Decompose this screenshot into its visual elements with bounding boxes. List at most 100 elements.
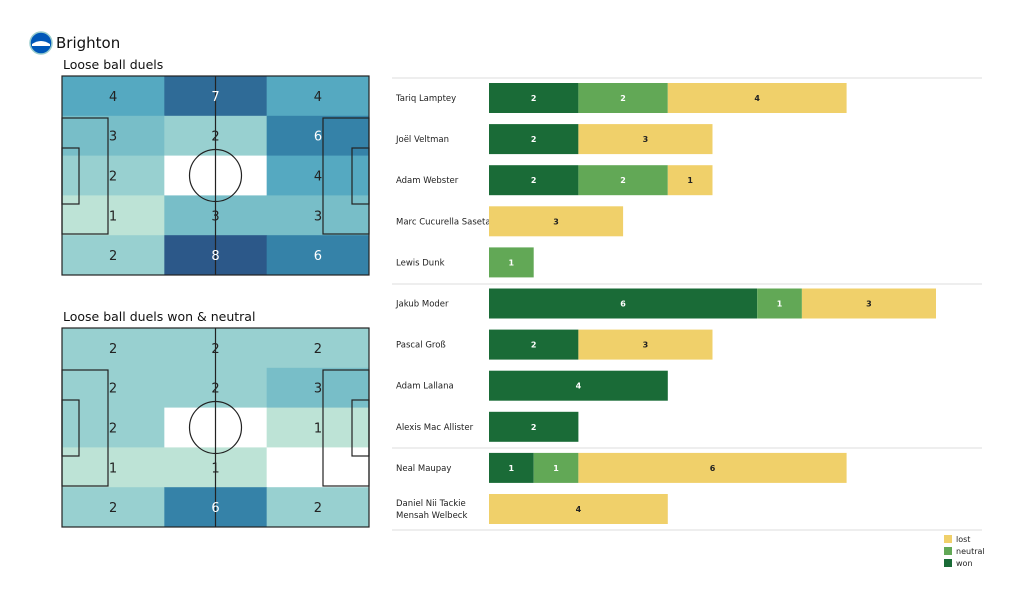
bar-won	[489, 370, 668, 401]
pitch-line	[351, 399, 370, 457]
bar-value: 2	[620, 176, 626, 185]
bar-lost	[489, 494, 668, 524]
bar-neutral	[757, 288, 802, 319]
bar-lost	[578, 329, 713, 360]
heatmap-value: 2	[314, 342, 322, 357]
bar-won	[489, 411, 579, 442]
player-label: Marc Cucurella Saseta	[396, 217, 491, 227]
bar-value: 3	[866, 300, 872, 309]
player-label: Jakub Moder	[395, 300, 449, 310]
heatmap-value: 2	[314, 501, 322, 516]
bar-won	[489, 124, 579, 155]
player-label: Mensah Welbeck	[396, 511, 467, 521]
heatmap-value: 1	[109, 209, 117, 224]
heatmap-cell	[266, 235, 370, 276]
heatmap-title: Loose ball duels won & neutral	[63, 309, 255, 324]
bar-value: 4	[754, 94, 760, 103]
heatmap-value: 7	[211, 90, 219, 105]
heatmap-value: 3	[211, 209, 219, 224]
legend-label-neutral: neutral	[956, 547, 985, 556]
heatmap-value: 3	[109, 130, 117, 145]
bar-value: 1	[553, 464, 559, 473]
player-label: Tariq Lamptey	[395, 94, 456, 104]
bar-lost	[667, 165, 713, 196]
heatmap-value: 2	[109, 342, 117, 357]
bar-value: 1	[777, 300, 783, 309]
heatmap-value: 2	[109, 249, 117, 264]
bar-value: 3	[643, 341, 649, 350]
pitch-line	[351, 147, 370, 205]
heatmap-value: 2	[211, 342, 219, 357]
pitch-line	[61, 399, 80, 457]
heatmap-cell	[62, 487, 165, 528]
bar-won	[489, 452, 534, 483]
bar-lost	[578, 124, 713, 155]
bar-value: 1	[509, 258, 515, 267]
bar-won	[489, 288, 758, 319]
bar-value: 2	[531, 176, 537, 185]
heatmap-cell	[266, 328, 370, 369]
player-label: Adam Lallana	[396, 382, 454, 392]
brighton-crest-icon	[29, 31, 53, 55]
heatmap-value: 2	[109, 422, 117, 437]
heatmap-value: 1	[109, 461, 117, 476]
player-label: Neal Maupay	[396, 464, 451, 474]
bar-lost	[801, 288, 936, 319]
heatmap-value: 1	[314, 422, 322, 437]
player-label: Pascal Groß	[396, 341, 446, 351]
legend-swatch-neutral	[944, 547, 952, 555]
bar-value: 1	[687, 176, 693, 185]
pitch-line	[61, 147, 80, 205]
bar-value: 2	[531, 341, 537, 350]
player-label: Adam Webster	[396, 176, 459, 186]
heatmap-value: 3	[314, 209, 322, 224]
heatmap-value: 1	[211, 461, 219, 476]
pitch-line	[188, 400, 243, 455]
legend-swatch-lost	[944, 535, 952, 543]
bar-lost	[667, 83, 847, 113]
team-name: Brighton	[56, 34, 120, 52]
heatmap-cell	[266, 76, 370, 117]
heatmap-cell	[266, 447, 370, 488]
heatmap-cell	[62, 328, 165, 369]
heatmap-value: 4	[314, 90, 322, 105]
bar-neutral	[578, 165, 668, 196]
bar-won	[489, 83, 579, 113]
bar-won	[489, 329, 579, 360]
legend-label-won: won	[956, 559, 973, 568]
bar-value: 6	[620, 300, 626, 309]
heatmap-value: 8	[211, 249, 219, 264]
bar-value: 6	[710, 464, 716, 473]
heatmap-value: 6	[314, 249, 322, 264]
bar-value: 4	[576, 382, 582, 391]
bar-value: 2	[620, 94, 626, 103]
bar-value: 4	[576, 505, 582, 514]
bar-lost	[578, 452, 847, 483]
heatmap-value: 4	[314, 170, 322, 185]
player-label: Alexis Mac Allister	[396, 423, 474, 433]
player-label: Joël Veltman	[395, 135, 449, 145]
bar-neutral	[489, 247, 534, 278]
player-label: Lewis Dunk	[396, 258, 445, 268]
heatmap-value: 6	[211, 501, 219, 516]
heatmap-cell	[62, 235, 165, 276]
bar-value: 3	[643, 135, 649, 144]
bar-neutral	[533, 452, 579, 483]
pitch-line	[188, 148, 243, 203]
heatmap-cell	[266, 487, 370, 528]
heatmap-cell	[62, 76, 165, 117]
bar-value: 2	[531, 135, 537, 144]
heatmap-value: 3	[314, 382, 322, 397]
bar-value: 2	[531, 423, 537, 432]
bar-value: 2	[531, 94, 537, 103]
bar-won	[489, 165, 579, 196]
bar-lost	[489, 206, 624, 237]
legend-label-lost: lost	[956, 535, 970, 544]
bar-value: 1	[509, 464, 515, 473]
heatmap-value: 2	[211, 130, 219, 145]
legend-swatch-won	[944, 559, 952, 567]
heatmap-value: 2	[109, 170, 117, 185]
heatmap-title: Loose ball duels	[63, 57, 163, 72]
heatmap-value: 2	[211, 382, 219, 397]
